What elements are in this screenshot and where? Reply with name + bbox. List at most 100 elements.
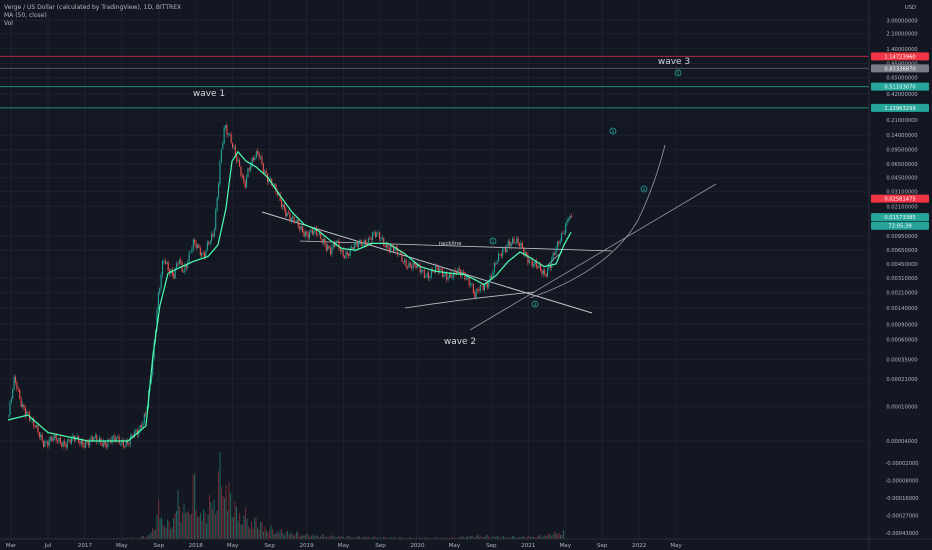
volume-bar <box>414 537 416 539</box>
ma-indicator-label[interactable]: MA (50, close) <box>4 12 47 19</box>
volume-bar <box>461 535 463 539</box>
volume-bar <box>300 535 302 539</box>
volume-bar <box>213 499 215 539</box>
candle-body <box>23 404 25 408</box>
candle-body <box>115 438 117 441</box>
candle-body <box>517 238 519 244</box>
candle-body <box>407 266 409 268</box>
time-tick-label: 2021 <box>521 543 536 549</box>
volume-bar <box>338 535 340 539</box>
candle-body <box>341 249 343 252</box>
candle-body <box>163 260 165 262</box>
volume-bar <box>366 537 368 539</box>
candle-body <box>465 278 467 280</box>
candle-body <box>297 219 299 227</box>
volume-bar <box>197 517 199 539</box>
candle-body <box>134 431 136 438</box>
candle-body <box>218 183 220 198</box>
candle-body <box>328 245 330 249</box>
annotation-label: wave 3 <box>658 57 690 67</box>
wave-marker-circle <box>640 185 648 193</box>
price-tick-label: 0.00090000 <box>886 322 917 328</box>
candle-body <box>421 270 423 273</box>
candle-body <box>524 252 526 256</box>
volume-bar <box>174 513 176 539</box>
candle-body <box>169 270 171 274</box>
candle-body <box>405 259 407 267</box>
candle-body <box>534 261 536 265</box>
candle-body <box>537 266 539 268</box>
candle-body <box>555 249 557 255</box>
annotation-label: wave 2 <box>444 337 476 347</box>
volume-bar <box>506 537 508 539</box>
volume-bar <box>294 534 296 539</box>
price-tag <box>871 52 929 61</box>
volume-bar <box>269 530 271 539</box>
volume-bar <box>252 528 254 539</box>
candle-body <box>360 240 362 246</box>
candle-body <box>479 284 481 291</box>
candle-body <box>498 253 500 262</box>
candle-body <box>409 262 411 267</box>
candle-body <box>178 259 180 264</box>
candle-body <box>176 263 178 268</box>
volume-bar <box>261 522 263 539</box>
candle-body <box>45 441 47 443</box>
price-tick-label: -0.00008000 <box>885 479 918 485</box>
candle-body <box>41 434 43 441</box>
candle-body <box>43 440 45 447</box>
candle-body <box>164 260 166 264</box>
volume-bar <box>557 534 559 539</box>
candle-body <box>20 398 22 407</box>
volume-bar <box>135 537 137 539</box>
candle-body <box>437 267 439 273</box>
volume-bar <box>299 536 301 539</box>
volume-bar <box>327 536 329 539</box>
volume-bar <box>312 534 314 539</box>
candle-body <box>545 273 547 277</box>
price-tick-label: 0.00010000 <box>886 405 917 411</box>
candle-body <box>495 263 497 264</box>
candle-body <box>296 219 298 223</box>
candle-body <box>535 261 537 267</box>
candle-body <box>528 259 530 264</box>
candle-body <box>433 271 435 273</box>
candle-body <box>527 254 529 264</box>
volume-bar <box>531 536 533 539</box>
volume-bar <box>516 537 518 539</box>
candle-body <box>531 259 533 267</box>
candle-body <box>152 358 154 375</box>
volume-bar <box>350 537 352 539</box>
volume-bar <box>434 537 436 539</box>
volume-bar <box>377 537 379 539</box>
volume-indicator-label[interactable]: Vol <box>4 20 13 27</box>
candle-body <box>428 272 430 279</box>
candle-body <box>376 233 378 237</box>
volume-bar <box>189 515 191 539</box>
candle-body <box>514 242 516 244</box>
candle-body <box>250 164 252 170</box>
volume-bar <box>195 510 197 539</box>
candle-body <box>556 242 558 250</box>
candle-body <box>61 443 63 447</box>
price-tick-label: -0.00027000 <box>885 514 918 520</box>
candle-body <box>477 289 479 290</box>
candle-body <box>215 210 217 230</box>
volume-bar <box>384 536 386 539</box>
time-axis[interactable]: Mar Jul 2017 May Sep 2018 May Sep 2019 May Sep 2020… <box>0 538 932 549</box>
price-axis[interactable]: 3.000000002.100000001.400000000.95000000… <box>868 0 929 550</box>
candle-body <box>353 244 355 251</box>
chart-title[interactable]: Verge / US Dollar (calculated by Trading… <box>4 4 182 11</box>
candle-body <box>388 248 390 251</box>
volume-bar <box>138 537 140 539</box>
volume-bar <box>186 512 188 539</box>
candle-body <box>419 265 421 273</box>
wave-marker-circle <box>489 237 497 245</box>
candle-body <box>516 238 518 243</box>
candle-body <box>548 265 550 269</box>
candle-body <box>9 402 11 416</box>
candle-body <box>549 265 551 268</box>
candle-body <box>331 246 333 255</box>
volume-bar <box>243 515 245 539</box>
